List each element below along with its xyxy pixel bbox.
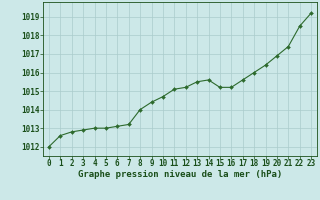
X-axis label: Graphe pression niveau de la mer (hPa): Graphe pression niveau de la mer (hPa): [78, 170, 282, 179]
